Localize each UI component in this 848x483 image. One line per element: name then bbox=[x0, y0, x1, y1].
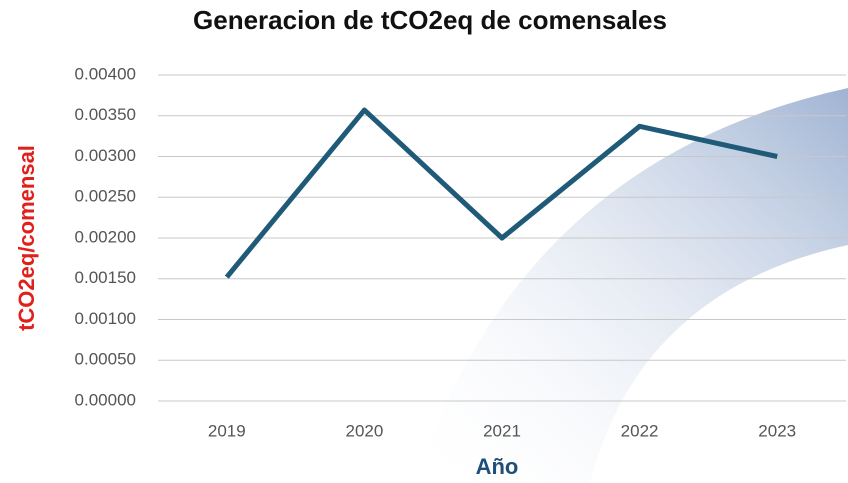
x-tick-label: 2023 bbox=[758, 421, 796, 440]
x-tick-label: 2021 bbox=[483, 421, 521, 440]
y-axis-label: tCO2eq/comensal bbox=[14, 145, 39, 331]
chart-title: Generacion de tCO2eq de comensales bbox=[193, 5, 667, 35]
y-tick-label: 0.00100 bbox=[75, 309, 136, 328]
x-tick-label: 2019 bbox=[208, 421, 246, 440]
x-axis-label: Año bbox=[476, 454, 519, 479]
y-tick-label: 0.00150 bbox=[75, 268, 136, 287]
y-tick-label: 0.00400 bbox=[75, 64, 136, 83]
y-tick-label: 0.00300 bbox=[75, 146, 136, 165]
y-tick-label: 0.00000 bbox=[75, 390, 136, 409]
chart: Generacion de tCO2eq de comensales tCO2e… bbox=[0, 0, 848, 483]
y-tick-label: 0.00350 bbox=[75, 105, 136, 124]
y-tick-label: 0.00200 bbox=[75, 227, 136, 246]
x-tick-label: 2020 bbox=[345, 421, 383, 440]
y-tick-label: 0.00250 bbox=[75, 187, 136, 206]
x-tick-label: 2022 bbox=[621, 421, 659, 440]
y-tick-label: 0.00050 bbox=[75, 350, 136, 369]
